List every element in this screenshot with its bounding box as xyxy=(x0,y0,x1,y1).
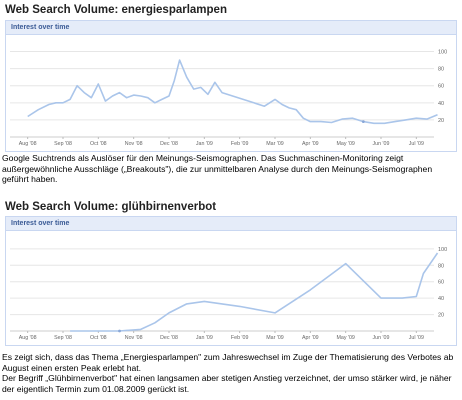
chart2-panel: Interest over time 20 40 60 80 100 Aug '08 Sep… xyxy=(5,216,457,346)
chart1-panel-label: Interest over time xyxy=(6,21,456,35)
y-tick-label: 60 xyxy=(438,280,444,286)
x-tick-label: Mar '09 xyxy=(266,141,284,147)
y-tick-label: 100 xyxy=(438,247,447,253)
x-tick-label: Aug '08 xyxy=(19,141,37,147)
caption-2: Es zeigt sich, dass das Thema „Energiesp… xyxy=(2,352,458,394)
chart1-title: Web Search Volume: energiesparlampen xyxy=(5,4,227,16)
x-tick-label: Nov '08 xyxy=(125,141,143,147)
series-line xyxy=(70,252,439,332)
x-tick-label: Oct '08 xyxy=(90,141,107,147)
chart1-svg: 20 40 60 80 100 Aug '08 Sep '08 Oct '08 Nov '08 D… xyxy=(10,50,447,147)
y-tick-label: 100 xyxy=(438,50,447,56)
x-tick-label: Jun '09 xyxy=(373,335,390,341)
x-tick-label: Apr '09 xyxy=(302,335,319,341)
data-marker xyxy=(118,329,121,333)
x-tick-label: Jun '09 xyxy=(373,141,390,147)
chart1-panel: Interest over time 20 40 60 80 100 Aug '08 Sep… xyxy=(5,20,457,152)
caption-1: Google Suchtrends als Auslöser für den M… xyxy=(2,153,458,185)
y-tick-label: 80 xyxy=(438,67,444,73)
caption-3-text: Der Begriff „Glühbirnenverbot" hat einen… xyxy=(2,373,452,394)
chart2-svg: 20 40 60 80 100 Aug '08 Sep '08 Oct '08 Nov '08 D… xyxy=(10,247,447,341)
x-tick-label: May '09 xyxy=(336,335,354,341)
chart2-title: Web Search Volume: glühbirnenverbot xyxy=(5,201,217,213)
x-tick-label: Oct '08 xyxy=(90,335,107,341)
x-tick-label: Mar '09 xyxy=(266,335,284,341)
x-tick-label: Dec '08 xyxy=(160,141,178,147)
data-marker xyxy=(361,120,365,124)
x-tick-label: Aug '08 xyxy=(19,335,37,341)
series-line xyxy=(27,59,438,125)
y-tick-label: 20 xyxy=(438,313,444,319)
x-tick-label: Apr '09 xyxy=(302,141,319,147)
x-tick-label: Dec '08 xyxy=(160,335,178,341)
x-tick-label: Feb '09 xyxy=(231,335,249,341)
caption-2-text: Es zeigt sich, dass das Thema „Energiesp… xyxy=(2,352,454,373)
y-tick-label: 40 xyxy=(438,101,444,107)
x-tick-label: Jan '09 xyxy=(196,141,213,147)
x-tick-label: May '09 xyxy=(336,141,354,147)
x-tick-label: Jul '09 xyxy=(409,335,424,341)
x-tick-label: Sep '08 xyxy=(54,141,72,147)
x-tick-label: Jul '09 xyxy=(409,141,424,147)
caption-1-text: Google Suchtrends als Auslöser für den M… xyxy=(2,153,433,185)
chart2-panel-label: Interest over time xyxy=(6,217,456,231)
y-tick-label: 40 xyxy=(438,296,444,302)
y-tick-label: 20 xyxy=(438,118,444,124)
y-tick-label: 80 xyxy=(438,263,444,269)
x-tick-label: Sep '08 xyxy=(54,335,72,341)
x-tick-label: Nov '08 xyxy=(125,335,143,341)
x-tick-label: Jan '09 xyxy=(196,335,213,341)
x-tick-label: Feb '09 xyxy=(231,141,249,147)
y-tick-label: 60 xyxy=(438,84,444,90)
